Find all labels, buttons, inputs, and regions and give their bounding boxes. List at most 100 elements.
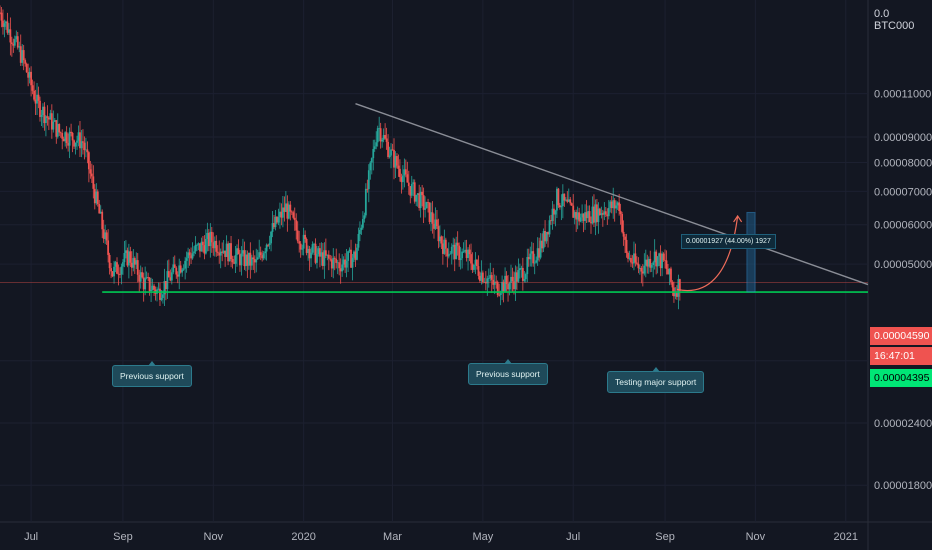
candle-body [225,243,228,257]
candle-body [436,219,438,227]
candle-body [567,199,570,202]
candle-body [164,281,167,289]
candle-body [361,219,364,228]
candle-body [62,138,65,142]
callout-previous-support-2[interactable]: Previous support [468,359,548,385]
candle-body [467,249,469,258]
candle-body [636,262,638,264]
candle-body [301,248,304,250]
candle-body [569,199,572,204]
candle-body [157,288,160,290]
y-tick-label: 0.00009000 [874,132,932,144]
candle-body [311,244,314,253]
candle-body [114,262,117,267]
candle-body [326,254,329,256]
candle-body [496,281,499,295]
candle-body [53,120,56,122]
candle-body [9,29,12,43]
measure-label: 0.00001927 (44.00%) 1927 [681,234,776,249]
candle-body [468,249,471,255]
candle-body [425,202,428,209]
candle-body [43,106,46,124]
candle-body [563,193,566,201]
candle-body [609,201,612,208]
callout-previous-support-1[interactable]: Previous support [112,361,192,387]
candle-body [185,258,188,261]
y-tick-label: 0.00008000 [874,157,932,169]
candle-body [441,243,444,254]
candlesticks [0,5,681,310]
candle-body [526,257,529,275]
candle-body [517,270,520,282]
candle-body [490,275,493,280]
candle-body [79,132,81,149]
candle-body [545,231,548,242]
candle-body [12,44,15,46]
candle-body [127,251,130,266]
candle-body [59,132,62,134]
candle-body [243,250,246,267]
candle-body [600,213,603,215]
candle-body [108,254,111,269]
candle-body [406,174,409,183]
candle-body [25,63,28,73]
candle-body [492,279,495,285]
candle-body [34,99,37,104]
candle-body [499,293,502,295]
candle-body [102,229,105,239]
candle-body [307,248,309,253]
candle-body [489,275,492,279]
candle-body [409,186,412,196]
candle-body [104,232,107,239]
candle-body [42,106,44,116]
y-axis-top-label: 0.0 BTC000 [874,8,915,32]
x-tick-label: 2021 [834,531,858,543]
candle-body [68,131,71,146]
candle-body [234,255,237,264]
x-tick-label: Mar [383,531,402,543]
candle-body [293,217,296,221]
y-tick-label: 0.00007000 [874,186,932,198]
x-tick-label: Nov [204,531,224,543]
candle-body [677,279,680,297]
candle-body [176,274,179,277]
candle-body [529,253,532,260]
candle-body [255,259,258,263]
measure-bar[interactable] [746,211,756,293]
candle-body [367,170,370,190]
candle-body [160,297,163,300]
callout-text: Previous support [120,371,184,381]
candle-body [283,207,286,212]
candle-body [73,140,75,147]
callout-testing-major-support[interactable]: Testing major support [607,367,705,393]
candle-body [668,268,671,275]
candle-body [606,214,609,217]
candle-body [110,268,112,272]
candle-body [452,244,455,247]
candle-body [36,94,38,104]
candle-body [622,231,625,237]
candle-body [271,223,274,232]
candle-body [582,213,585,221]
candle-body [462,251,465,253]
candle-body [95,191,98,204]
candle-body [116,262,118,274]
candle-body [419,191,422,209]
candle-body [486,278,489,284]
candle-body [191,253,194,259]
candle-body [87,152,90,170]
candle-body [55,120,58,137]
candle-body [96,191,99,204]
candle-body [508,282,511,290]
candle-body [518,268,521,271]
candle-body [520,267,523,269]
candle-body [412,182,415,185]
y-tick-label: 0.00001800 [874,480,932,492]
x-tick-label: May [472,531,493,543]
candle-body [430,212,432,222]
candle-body [618,202,621,211]
candle-body [249,252,252,266]
downtrend-line[interactable] [355,103,869,286]
candle-body [641,271,644,274]
